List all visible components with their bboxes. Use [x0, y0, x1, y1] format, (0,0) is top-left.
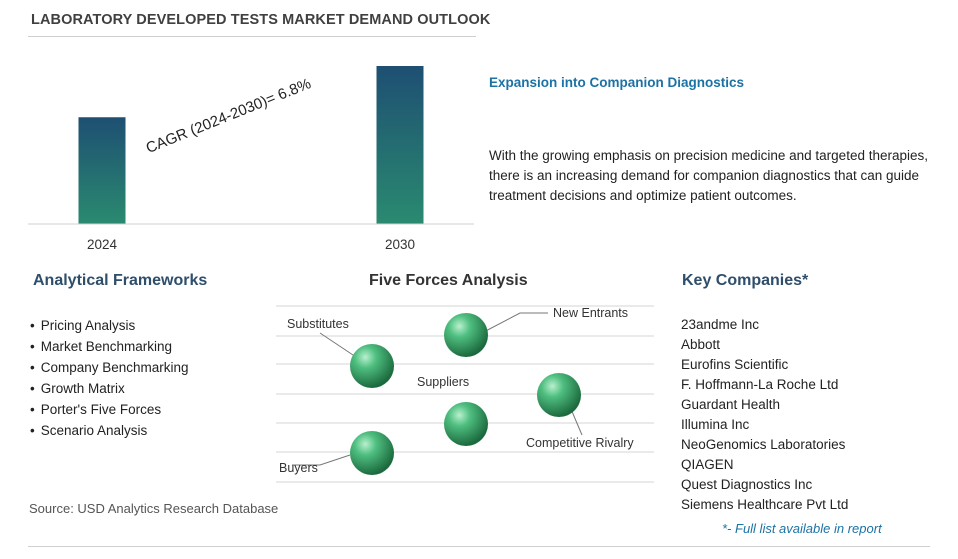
list-item: Quest Diagnostics Inc [681, 477, 813, 492]
title-divider [28, 36, 476, 37]
label-suppliers: Suppliers [417, 375, 469, 389]
list-item: Eurofins Scientific [681, 357, 789, 372]
source-note: Source: USD Analytics Research Database [29, 501, 279, 516]
label-new-entrants: New Entrants [553, 306, 628, 320]
connector-new-entrants [477, 312, 548, 336]
companies-list: 23andme Inc Abbott Eurofins Scientific F… [681, 315, 848, 515]
highlight-title: Expansion into Companion Diagnostics [489, 75, 745, 90]
list-item: 23andme Inc [681, 317, 760, 332]
sphere-buyers [350, 431, 394, 475]
label-buyers: Buyers [279, 461, 318, 475]
list-item: QIAGEN [681, 457, 734, 472]
market-bar-chart: 2024 2030 [28, 66, 474, 252]
list-item: Porter's Five Forces [30, 399, 189, 420]
five-forces-diagram: Substitutes New Entrants Suppliers Compe… [276, 305, 654, 483]
list-item: NeoGenomics Laboratories [681, 437, 846, 452]
bar-2024 [78, 117, 126, 224]
label-substitutes: Substitutes [287, 317, 349, 331]
x-tick-label: 2024 [87, 237, 118, 252]
companies-footnote: *- Full list available in report [722, 521, 882, 536]
five-forces-title: Five Forces Analysis [369, 272, 528, 289]
sphere-substitutes [350, 344, 394, 388]
list-item: Market Benchmarking [30, 336, 189, 357]
sphere-rivalry [537, 373, 581, 417]
x-tick-label: 2030 [385, 237, 415, 252]
list-item: Illumina Inc [681, 417, 750, 432]
bottom-divider [28, 546, 930, 547]
frameworks-list: Pricing Analysis Market Benchmarking Com… [30, 315, 189, 441]
list-item: Pricing Analysis [30, 315, 189, 336]
companies-title: Key Companies* [682, 272, 809, 289]
highlight-text: With the growing emphasis on precision m… [489, 148, 928, 203]
label-competitive-rivalry: Competitive Rivalry [526, 436, 634, 450]
list-item: Siemens Healthcare Pvt Ltd [681, 497, 849, 512]
list-item: Company Benchmarking [30, 357, 189, 378]
list-item: F. Hoffmann-La Roche Ltd [681, 377, 839, 392]
list-item: Abbott [681, 337, 721, 352]
sphere-suppliers [444, 402, 488, 446]
bar-2030 [376, 66, 424, 224]
list-item: Growth Matrix [30, 378, 189, 399]
connector-buyers [292, 454, 351, 466]
sphere-new-entrants [444, 313, 488, 357]
list-item: Guardant Health [681, 397, 781, 412]
frameworks-title: Analytical Frameworks [33, 272, 208, 289]
connector-substitutes [319, 332, 357, 358]
list-item: Scenario Analysis [30, 420, 189, 441]
page-title: LABORATORY DEVELOPED TESTS MARKET DEMAND… [31, 12, 491, 28]
